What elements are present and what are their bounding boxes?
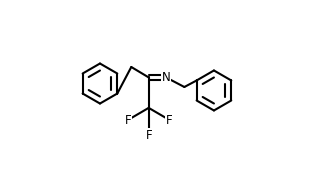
Text: F: F: [145, 129, 152, 142]
Text: F: F: [166, 114, 173, 126]
Text: F: F: [124, 114, 131, 126]
Text: N: N: [162, 71, 171, 84]
